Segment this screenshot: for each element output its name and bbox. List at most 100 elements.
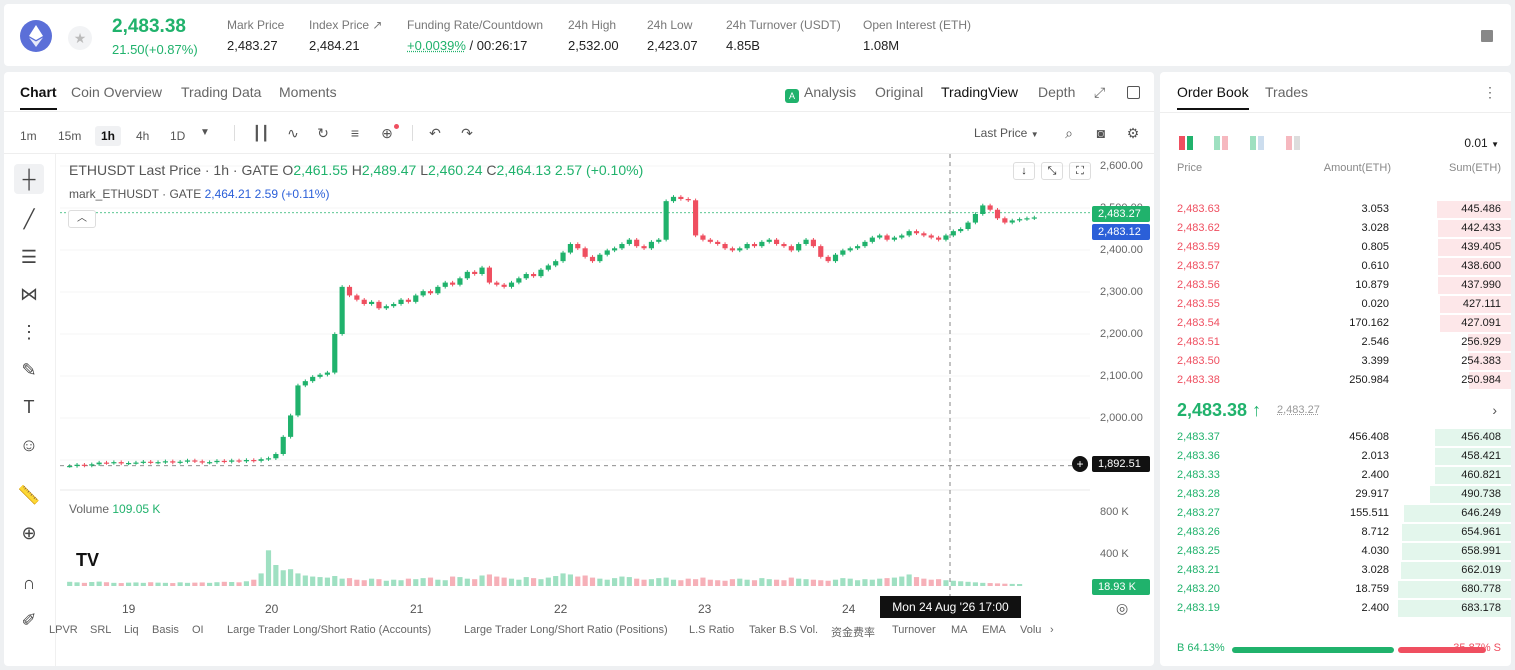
view-original[interactable]: Original: [875, 84, 924, 100]
trend-line-icon[interactable]: ╱: [23, 209, 35, 229]
bids-row[interactable]: 2,483.21 3.028 662.019: [1160, 561, 1511, 580]
ruler-icon[interactable]: 📏: [17, 485, 41, 505]
interval-1d[interactable]: 1D: [170, 129, 186, 143]
view-bids-icon[interactable]: [1250, 136, 1264, 153]
zoom-icon[interactable]: ⊕: [21, 523, 37, 543]
view-depth[interactable]: Depth: [1038, 84, 1076, 100]
tab-moments[interactable]: Moments: [279, 84, 337, 100]
bids-row[interactable]: 2,483.28 29.917 490.738: [1160, 485, 1511, 504]
asks-row[interactable]: 2,483.38 250.984 250.984: [1160, 371, 1511, 390]
view-sell-icon[interactable]: [1286, 136, 1300, 153]
indicator-lpvr[interactable]: LPVR: [49, 624, 78, 636]
volume-bar: [148, 582, 154, 586]
crosshair-icon[interactable]: ┼: [14, 164, 44, 194]
asks-row[interactable]: 2,483.62 3.028 442.433: [1160, 219, 1511, 238]
bids-row[interactable]: 2,483.19 2.400 683.178: [1160, 599, 1511, 618]
indicator-ma[interactable]: MA: [951, 624, 968, 636]
indicator-oi[interactable]: OI: [192, 624, 204, 636]
volume-bar: [310, 576, 316, 586]
horizontal-lines-icon[interactable]: ☰: [20, 247, 38, 267]
favorite-star-icon[interactable]: ★: [68, 26, 92, 50]
bids-row[interactable]: 2,483.25 4.030 658.991: [1160, 542, 1511, 561]
indicator-basis[interactable]: Basis: [152, 624, 179, 636]
undo-icon[interactable]: ↶: [429, 125, 441, 141]
asks-row[interactable]: 2,483.51 2.546 256.929: [1160, 333, 1511, 352]
precision-select[interactable]: 0.01 ▼: [1464, 136, 1499, 150]
fib-icon[interactable]: ⋮: [20, 322, 38, 342]
indicator-srl[interactable]: SRL: [90, 624, 112, 636]
text-tool-icon[interactable]: T: [23, 397, 35, 417]
time-settings-icon[interactable]: ◎: [1116, 600, 1129, 616]
candle-body: [295, 385, 301, 416]
window-icon[interactable]: [1127, 86, 1140, 99]
indicator-ls-positions[interactable]: Large Trader Long/Short Ratio (Positions…: [464, 624, 668, 636]
volume-bar: [913, 577, 920, 586]
book-icon[interactable]: [1481, 30, 1493, 42]
chevron-right-icon[interactable]: ›: [1492, 402, 1497, 418]
pattern-icon[interactable]: ⋈: [20, 284, 38, 304]
refresh-icon[interactable]: ↻: [317, 125, 329, 141]
asks-row[interactable]: 2,483.63 3.053 445.486: [1160, 200, 1511, 219]
brush-icon[interactable]: ✎: [21, 360, 37, 380]
bids-row[interactable]: 2,483.36 2.013 458.421: [1160, 447, 1511, 466]
price-chart[interactable]: [60, 154, 1090, 598]
volume-bar: [251, 579, 257, 586]
asks-row[interactable]: 2,483.54 170.162 427.091: [1160, 314, 1511, 333]
pencil-icon[interactable]: ✐: [21, 610, 37, 630]
view-asks-icon[interactable]: [1214, 136, 1228, 153]
bids-row[interactable]: 2,483.26 8.712 654.961: [1160, 523, 1511, 542]
alert-icon[interactable]: ⊕: [378, 124, 399, 142]
more-icon[interactable]: ⋮: [1483, 84, 1497, 100]
view-analysis[interactable]: A Analysis: [785, 84, 856, 103]
interval-dropdown-icon[interactable]: ▼: [200, 127, 210, 138]
tab-trading-data[interactable]: Trading Data: [181, 84, 262, 100]
interval-15m[interactable]: 15m: [58, 129, 82, 143]
chevron-right-icon[interactable]: ›: [1050, 624, 1054, 636]
asks-row[interactable]: 2,483.57 0.610 438.600: [1160, 257, 1511, 276]
bids-row[interactable]: 2,483.20 18.759 680.778: [1160, 580, 1511, 599]
tab-order-book[interactable]: Order Book: [1177, 84, 1249, 110]
indicator-ema[interactable]: EMA: [982, 624, 1006, 636]
asks-row[interactable]: 2,483.50 3.399 254.383: [1160, 352, 1511, 371]
emoji-icon[interactable]: ☺: [19, 435, 39, 455]
view-tradingview[interactable]: TradingView: [941, 84, 1019, 100]
tab-coin-overview[interactable]: Coin Overview: [71, 84, 163, 100]
indicator-taker-vol[interactable]: Taker B.S Vol.: [749, 624, 819, 636]
indicator-turnover[interactable]: Turnover: [892, 624, 936, 636]
price-type-select[interactable]: Last Price ▼: [974, 126, 1039, 140]
template-icon[interactable]: ≡: [350, 125, 360, 141]
indicator-liq[interactable]: Liq: [124, 624, 139, 636]
indicator-volume[interactable]: Volu: [1020, 624, 1042, 636]
expand-icon[interactable]: ⤢: [1094, 84, 1106, 100]
asks-row[interactable]: 2,483.56 10.879 437.990: [1160, 276, 1511, 295]
scroll-down-icon[interactable]: ↓: [1013, 162, 1035, 180]
asks-row[interactable]: 2,483.59 0.805 439.405: [1160, 238, 1511, 257]
indicators-icon[interactable]: ∿: [287, 125, 299, 141]
interval-1h[interactable]: 1h: [95, 126, 122, 146]
add-alert-icon[interactable]: +: [1072, 456, 1088, 472]
indicator-ls-accounts[interactable]: Large Trader Long/Short Ratio (Accounts): [227, 624, 432, 636]
candle-type-icon[interactable]: ┃┃: [252, 125, 270, 141]
candle-body: [457, 278, 463, 285]
bids-row[interactable]: 2,483.27 155.511 646.249: [1160, 504, 1511, 523]
bids-row[interactable]: 2,483.37 456.408 456.408: [1160, 428, 1511, 447]
stat-index-price[interactable]: Index Price ↗ 2,484.21: [309, 18, 383, 53]
collapse-icon[interactable]: ⤡: [1041, 162, 1063, 180]
indicator-funding[interactable]: 资金费率: [831, 627, 875, 639]
interval-1m[interactable]: 1m: [20, 129, 37, 143]
camera-icon[interactable]: ◙: [1096, 125, 1106, 141]
redo-icon[interactable]: ↷: [461, 125, 473, 141]
settings-gear-icon[interactable]: ⚙: [1126, 125, 1140, 141]
legend-collapse-button[interactable]: ︿: [68, 210, 96, 228]
tab-chart[interactable]: Chart: [20, 84, 57, 110]
view-both-icon[interactable]: [1179, 136, 1193, 153]
interval-4h[interactable]: 4h: [136, 129, 150, 143]
sum-cell: 458.421: [1461, 450, 1501, 462]
indicator-ls-ratio[interactable]: L.S Ratio: [689, 624, 735, 636]
magnet-icon[interactable]: ∩: [22, 573, 36, 593]
bids-row[interactable]: 2,483.33 2.400 460.821: [1160, 466, 1511, 485]
search-icon[interactable]: ⌕: [1065, 125, 1073, 141]
asks-row[interactable]: 2,483.55 0.020 427.111: [1160, 295, 1511, 314]
fullscreen-icon[interactable]: ⛶: [1069, 162, 1091, 180]
tab-trades[interactable]: Trades: [1265, 84, 1309, 100]
